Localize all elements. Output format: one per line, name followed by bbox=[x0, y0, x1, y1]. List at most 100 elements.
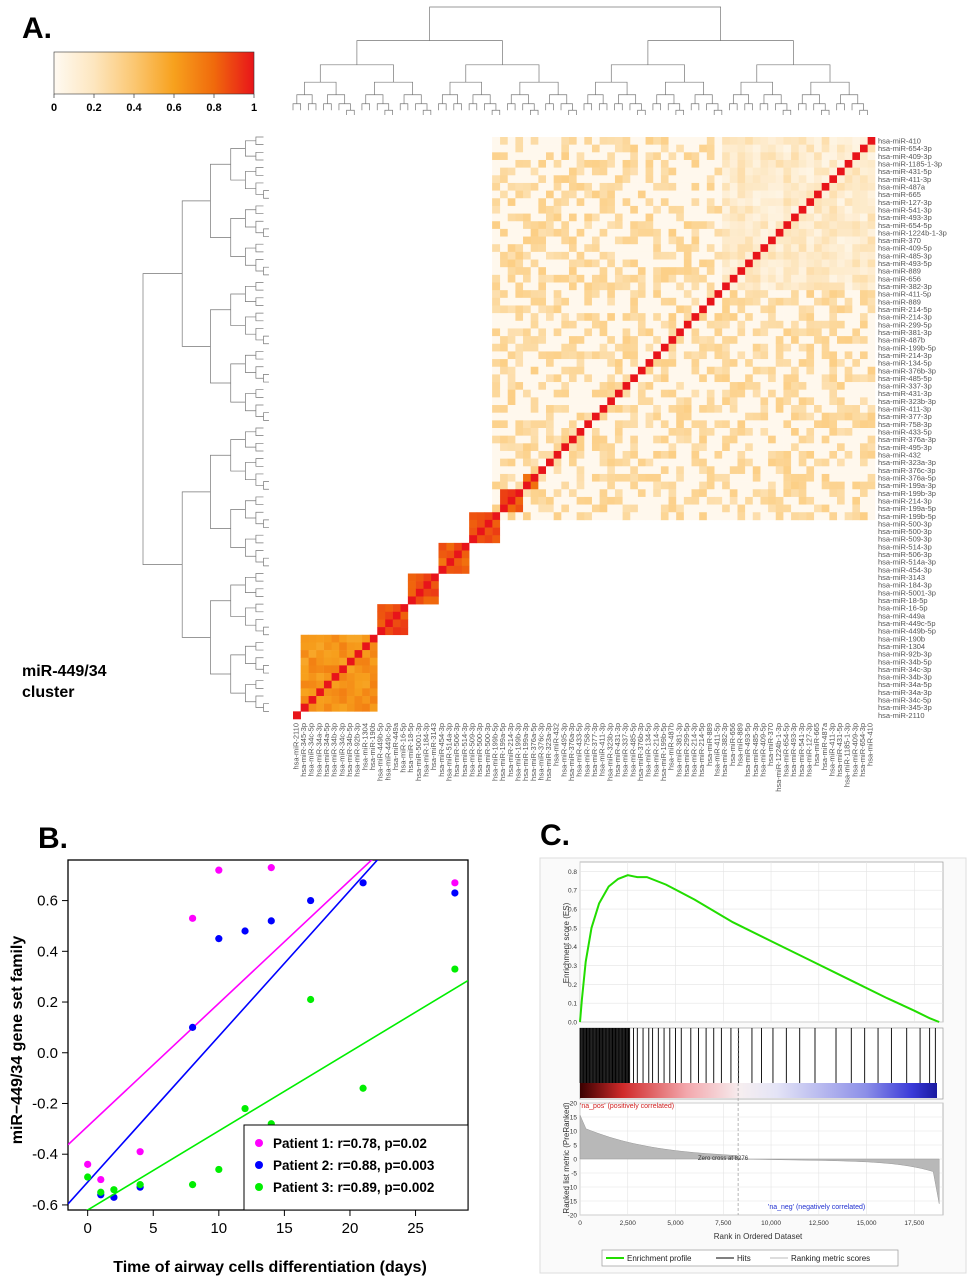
heatmap-cell bbox=[737, 244, 746, 253]
heatmap-cell bbox=[783, 343, 792, 352]
heatmap-cell bbox=[553, 359, 562, 368]
heatmap-cell bbox=[821, 374, 830, 383]
heatmap-cell bbox=[499, 267, 508, 276]
heatmap-cell bbox=[675, 435, 684, 444]
heatmap-cell bbox=[668, 167, 677, 176]
column-label: hsa-miR-377-3p bbox=[590, 723, 599, 777]
heatmap-cell bbox=[538, 213, 547, 222]
heatmap-cell bbox=[599, 290, 608, 299]
heatmap-cell bbox=[721, 512, 730, 521]
heatmap-cell bbox=[790, 405, 799, 413]
heatmap-cell bbox=[729, 190, 738, 199]
heatmap-cell bbox=[660, 359, 669, 368]
heatmap-cell bbox=[798, 144, 807, 153]
heatmap-cell bbox=[714, 496, 723, 505]
heatmap-cell bbox=[821, 489, 830, 498]
heatmap-cell bbox=[698, 182, 707, 191]
heatmap-cell bbox=[561, 412, 569, 421]
heatmap-cell bbox=[300, 634, 309, 643]
heatmap-cell bbox=[668, 443, 677, 452]
dendrogram-branch bbox=[629, 103, 642, 111]
heatmap-cell bbox=[813, 152, 822, 161]
heatmap-cell bbox=[606, 190, 615, 199]
heatmap-cell bbox=[629, 458, 638, 467]
dendrogram-branch bbox=[263, 374, 269, 383]
row-label: hsa-miR-889 bbox=[878, 267, 921, 276]
heatmap-cell bbox=[675, 366, 684, 375]
legend-marker bbox=[255, 1161, 263, 1169]
heatmap-cell bbox=[744, 512, 753, 521]
heatmap-cell bbox=[561, 267, 569, 276]
heatmap-cell bbox=[660, 504, 669, 513]
heatmap-cell bbox=[568, 282, 577, 291]
dendrogram-branch bbox=[618, 94, 637, 104]
column-label: hsa-miR-337-3p bbox=[621, 723, 630, 777]
row-label: hsa-miR-199b-5p bbox=[878, 343, 936, 352]
heatmap-cell bbox=[499, 328, 508, 337]
heatmap-cell bbox=[584, 412, 592, 421]
x-tick-label: 5 bbox=[149, 1220, 157, 1237]
heatmap-cell bbox=[721, 144, 730, 153]
heatmap-cell bbox=[545, 481, 554, 490]
heatmap-cell bbox=[622, 251, 631, 260]
heatmap-cell bbox=[821, 412, 830, 421]
heatmap-cell bbox=[668, 458, 677, 467]
heatmap-cell bbox=[844, 481, 853, 490]
heatmap-cell bbox=[744, 405, 753, 413]
heatmap-cell bbox=[568, 320, 577, 329]
heatmap-cell bbox=[629, 374, 638, 383]
heatmap-cell bbox=[507, 450, 516, 459]
heatmap-cell bbox=[798, 282, 807, 291]
heatmap-cell bbox=[515, 175, 524, 184]
dendrogram-branch bbox=[756, 64, 831, 83]
heatmap-cell bbox=[706, 489, 715, 498]
column-label: hsa-miR-410 bbox=[866, 723, 875, 766]
heatmap-cell bbox=[867, 236, 876, 245]
heatmap-cell bbox=[522, 251, 531, 260]
heatmap-cell bbox=[561, 190, 569, 199]
row-label: hsa-miR-381-3p bbox=[878, 328, 932, 337]
dendrogram-branch bbox=[142, 273, 183, 565]
heatmap-cell bbox=[561, 466, 569, 475]
heatmap-cell bbox=[744, 359, 753, 368]
column-label: hsa-miR-214-3p bbox=[506, 723, 515, 777]
heatmap-cell bbox=[691, 366, 700, 375]
heatmap-cell bbox=[484, 535, 493, 544]
heatmap-cell bbox=[729, 144, 738, 153]
heatmap-cell bbox=[507, 343, 516, 352]
heatmap-cell bbox=[499, 205, 508, 214]
heatmap-cell bbox=[798, 489, 807, 498]
heatmap-cell bbox=[790, 496, 799, 505]
column-label: hsa-miR-376c-3p bbox=[536, 723, 545, 781]
heatmap-cell bbox=[553, 405, 562, 413]
row-label: hsa-miR-493-3p bbox=[878, 213, 932, 222]
heatmap-cell bbox=[698, 443, 707, 452]
row-label: hsa-miR-411-3p bbox=[878, 175, 931, 184]
heatmap-cell bbox=[698, 205, 707, 214]
heatmap-cell bbox=[706, 428, 715, 436]
heatmap-cell bbox=[744, 435, 753, 444]
heatmap-cell bbox=[507, 159, 516, 168]
heatmap-cell bbox=[606, 466, 615, 475]
heatmap-cell bbox=[844, 412, 853, 421]
heatmap-cell bbox=[645, 359, 654, 368]
heatmap-cell bbox=[767, 152, 776, 161]
heatmap-cell bbox=[775, 428, 784, 436]
heatmap-cell bbox=[629, 435, 638, 444]
heatmap-cell bbox=[538, 190, 547, 199]
heatmap-cell bbox=[844, 336, 853, 345]
heatmap-cell bbox=[629, 336, 638, 345]
heatmap-cell bbox=[591, 450, 600, 459]
heatmap-cell bbox=[691, 420, 700, 429]
dendrogram-branch bbox=[255, 642, 264, 651]
heatmap-cell bbox=[652, 443, 661, 452]
heatmap-cell bbox=[675, 496, 684, 505]
heatmap-cell bbox=[767, 205, 776, 214]
heatmap-cell bbox=[775, 435, 784, 444]
heatmap-cell bbox=[652, 320, 661, 329]
heatmap-cell bbox=[829, 182, 838, 191]
column-label: hsa-miR-485-5p bbox=[628, 723, 637, 777]
heatmap-cell bbox=[507, 351, 516, 360]
heatmap-cell bbox=[522, 420, 531, 429]
gsea-legend-label: Hits bbox=[737, 1254, 751, 1263]
